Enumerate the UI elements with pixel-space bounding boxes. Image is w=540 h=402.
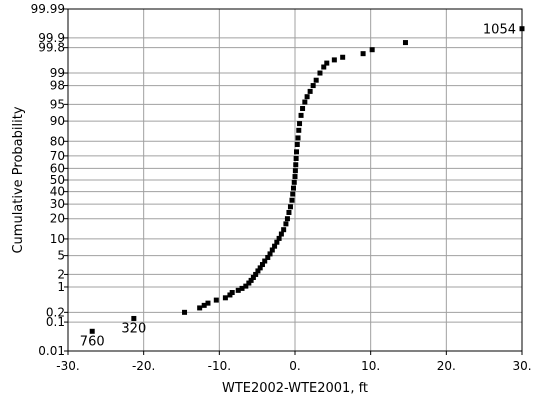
y-tick-label: 10 xyxy=(50,232,65,246)
y-tick-label: 98 xyxy=(50,79,65,93)
data-point xyxy=(321,64,327,70)
data-point xyxy=(259,262,265,268)
data-point xyxy=(295,135,301,141)
data-point xyxy=(313,77,319,83)
y-tick-label: 50 xyxy=(50,173,65,187)
data-point xyxy=(281,227,287,233)
data-point xyxy=(300,106,306,112)
y-tick-label: 99 xyxy=(50,66,65,80)
data-point xyxy=(340,54,346,60)
data-point xyxy=(255,268,261,274)
y-tick-label: 5 xyxy=(57,249,65,263)
data-point xyxy=(294,141,300,147)
data-point xyxy=(250,274,256,280)
y-tick-label: 0.2 xyxy=(46,305,65,319)
data-point xyxy=(205,300,211,306)
data-point xyxy=(267,251,273,257)
data-point xyxy=(324,60,330,66)
data-point xyxy=(296,127,302,133)
data-point xyxy=(269,247,275,253)
data-point xyxy=(257,265,263,271)
data-point xyxy=(276,235,282,241)
data-point xyxy=(297,121,303,127)
data-point xyxy=(262,258,268,264)
x-tick-label: 10. xyxy=(361,359,380,373)
y-axis-title: Cumulative Probability xyxy=(11,106,26,253)
data-point xyxy=(302,99,308,105)
data-point xyxy=(131,315,137,321)
data-point xyxy=(293,155,299,161)
point-label: 1054 xyxy=(483,23,516,38)
x-tick-label: 0. xyxy=(289,359,300,373)
data-point xyxy=(307,88,313,94)
data-point xyxy=(197,305,203,311)
data-point xyxy=(360,51,366,57)
data-point xyxy=(369,47,375,53)
data-point xyxy=(278,231,284,237)
x-tick-label: -20. xyxy=(132,359,155,373)
data-point xyxy=(283,221,289,227)
y-tick-label: 60 xyxy=(50,161,65,175)
data-point xyxy=(201,302,207,308)
data-point xyxy=(284,216,290,222)
data-point xyxy=(289,197,295,203)
data-point xyxy=(291,179,297,185)
data-point xyxy=(331,57,337,63)
x-axis-title: WTE2002-WTE2001, ft xyxy=(222,381,368,396)
data-point xyxy=(292,168,298,174)
data-point xyxy=(229,290,235,296)
y-tick-label: 99.99 xyxy=(31,2,65,16)
y-tick-label: 70 xyxy=(50,149,65,163)
y-tick-label: 1 xyxy=(57,280,65,294)
data-point xyxy=(239,285,245,291)
data-point xyxy=(253,271,259,277)
y-tick-label: 99.8 xyxy=(38,41,65,55)
x-tick-label: -30. xyxy=(56,359,79,373)
data-point xyxy=(286,209,292,215)
data-point xyxy=(246,280,252,286)
data-point xyxy=(317,70,323,76)
point-labels: 760 320 1054 xyxy=(80,23,516,350)
data-point xyxy=(290,185,296,191)
y-tick-label: 0.01 xyxy=(38,344,65,358)
data-point xyxy=(89,328,95,334)
data-points xyxy=(89,26,525,334)
data-point xyxy=(290,191,296,197)
y-tick-label: 2 xyxy=(57,267,65,281)
data-point xyxy=(248,277,254,283)
data-point xyxy=(182,309,188,315)
data-point xyxy=(298,112,304,118)
data-point xyxy=(243,283,249,289)
data-point xyxy=(304,94,310,100)
x-tick-label: 30. xyxy=(512,359,531,373)
data-point xyxy=(310,83,316,89)
data-point xyxy=(272,243,278,249)
data-point xyxy=(294,149,300,155)
y-tick-label: 40 xyxy=(50,185,65,199)
x-tick-label: 20. xyxy=(437,359,456,373)
point-label: 320 xyxy=(121,321,146,336)
y-tick-label: 95 xyxy=(50,97,65,111)
data-point xyxy=(235,287,241,293)
y-tick-label: 30 xyxy=(50,197,65,211)
data-point xyxy=(274,239,280,245)
y-tick-label: 90 xyxy=(50,114,65,128)
data-point xyxy=(402,40,408,46)
data-point xyxy=(213,297,219,303)
y-tick-label: 80 xyxy=(50,134,65,148)
y-tick-label: 20 xyxy=(50,212,65,226)
data-point xyxy=(222,295,228,301)
y-tick-label: 99.9 xyxy=(38,31,65,45)
data-point xyxy=(293,162,299,168)
data-point xyxy=(287,204,293,210)
data-point xyxy=(265,254,271,260)
y-tick-label: 0.1 xyxy=(46,315,65,329)
x-tick-label: -10. xyxy=(208,359,231,373)
data-point xyxy=(292,174,298,180)
point-label: 760 xyxy=(80,334,105,349)
